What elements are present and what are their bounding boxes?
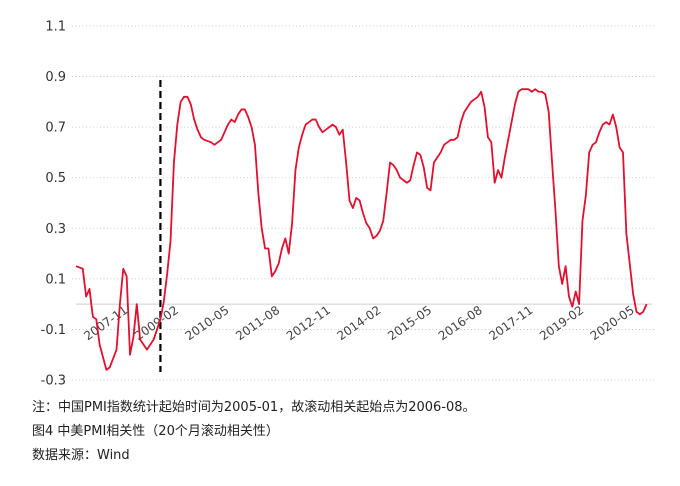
x-tick-label: 2010-05	[183, 303, 232, 343]
x-tick-label: 2012-11	[284, 303, 333, 343]
data-source: 数据来源：Wind	[32, 448, 130, 463]
figure-caption: 图4 中美PMI相关性（20个月滚动相关性）	[32, 424, 279, 439]
grid-layer	[72, 25, 654, 381]
y-tick-label: 1.1	[45, 20, 66, 35]
correlation-series-line	[75, 88, 648, 371]
x-axis: 2007-11 2009-02 2010-05 2011-08 2012-11 2014-…	[81, 303, 637, 343]
y-axis: 1.1 0.9 0.7 0.5 0.3 0.1 -0.1 -0.3	[41, 20, 66, 389]
x-tick-label: 2015-05	[385, 303, 434, 343]
chart-notes: 注：中国PMI指数统计起始时间为2005-01，故滚动相关起始点为2006-08…	[32, 396, 476, 468]
y-tick-label: 0.7	[45, 121, 66, 136]
y-tick-label: -0.3	[41, 374, 66, 389]
x-tick-label: 2011-08	[233, 303, 282, 343]
x-tick-label: 2016-08	[436, 303, 485, 343]
correlation-chart: 1.1 0.9 0.7 0.5 0.3 0.1 -0.1 -0.3 2007-11 2009-0…	[41, 20, 654, 389]
x-tick-label: 2007-11	[81, 303, 130, 343]
x-tick-label: 2019-02	[537, 303, 586, 343]
y-tick-label: 0.5	[45, 171, 66, 186]
footnote: 注：中国PMI指数统计起始时间为2005-01，故滚动相关起始点为2006-08…	[32, 400, 476, 415]
y-tick-label: -0.1	[41, 323, 66, 338]
y-tick-label: 0.9	[45, 70, 66, 85]
x-tick-label: 2014-02	[335, 303, 384, 343]
x-tick-label: 2020-05	[588, 303, 637, 343]
x-tick-label: 2017-11	[486, 303, 535, 343]
y-tick-label: 0.3	[45, 222, 66, 237]
y-tick-label: 0.1	[45, 272, 66, 287]
